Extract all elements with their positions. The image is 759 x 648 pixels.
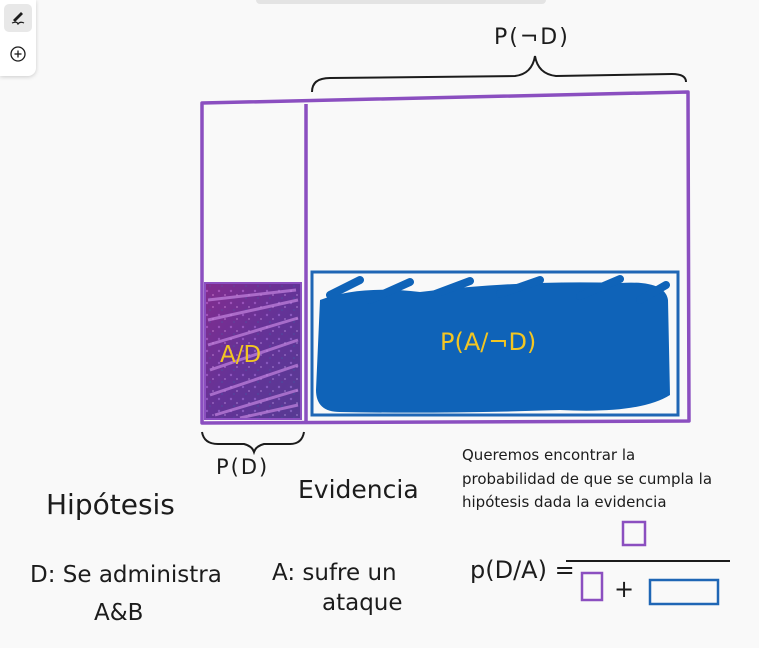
- label-evidencia: Evidencia: [298, 475, 419, 504]
- top-edge-strip: [256, 0, 546, 4]
- def-d-line2: A&B: [94, 600, 143, 626]
- bayes-formula: p(D/A) = +: [470, 520, 730, 606]
- def-d-line1: D: Se administra: [30, 562, 222, 588]
- def-a-line1: A: sufre un: [272, 560, 397, 586]
- denominator-box-purple: [580, 571, 604, 602]
- drawing-toolbar: [0, 0, 36, 76]
- brace-p-d: [201, 431, 305, 456]
- add-button[interactable]: [4, 42, 32, 70]
- add-circle-icon: [9, 45, 27, 67]
- def-a-line2: ataque: [322, 590, 403, 616]
- a-given-d-region: A/D: [204, 282, 302, 420]
- a-given-not-d-region: P(A/¬D): [310, 270, 680, 417]
- label-hipotesis: Hipótesis: [46, 488, 175, 521]
- brace-p-not-d: [311, 55, 687, 93]
- pen-tool-button[interactable]: [4, 4, 32, 32]
- pen-icon: [9, 7, 27, 29]
- label-p-a-given-not-d: P(A/¬D): [440, 328, 536, 356]
- formula-lhs: p(D/A) =: [470, 556, 575, 584]
- label-a-given-d: A/D: [220, 342, 261, 368]
- plus-sign: +: [614, 575, 634, 603]
- numerator-box: [621, 520, 647, 547]
- sample-space-box: [200, 90, 691, 425]
- label-p-d: P(D): [216, 455, 269, 479]
- label-p-not-d: P(¬D): [494, 25, 570, 50]
- denominator-box-blue: [648, 578, 720, 606]
- explanation-note: Queremos encontrar la probabilidad de qu…: [462, 446, 713, 511]
